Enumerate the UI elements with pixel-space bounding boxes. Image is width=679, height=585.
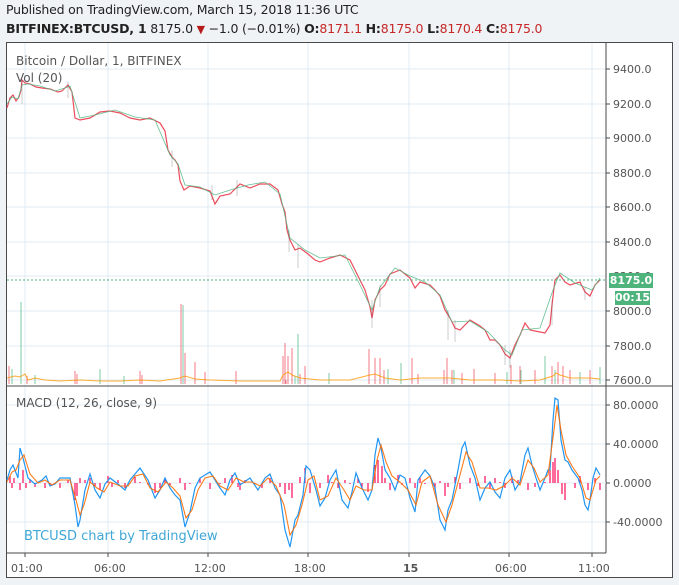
main-pane-title: Bitcoin / Dollar, 1, BITFINEX	[16, 54, 182, 68]
high-label: H:	[365, 21, 381, 36]
svg-text:9200.0: 9200.0	[613, 98, 652, 111]
current-price-tag: 8175.0	[609, 273, 653, 288]
watermark-link[interactable]: BTCUSD chart by TradingView	[24, 529, 218, 544]
published-line: Published on TradingView.com, March 15, …	[6, 2, 359, 17]
svg-text:0.0000: 0.0000	[613, 477, 652, 490]
volume-legend: Vol (20)	[16, 71, 63, 85]
svg-text:8800.0: 8800.0	[613, 167, 652, 180]
volume-ma-line	[6, 371, 601, 382]
price-change: −1.0 (−0.01%)	[208, 21, 301, 36]
svg-text:15: 15	[403, 562, 418, 575]
svg-text:7600.0: 7600.0	[613, 374, 652, 387]
last-price: 8175.0	[150, 21, 193, 36]
down-triangle-icon: ▼	[196, 23, 205, 36]
signal-line	[6, 404, 601, 537]
close-value: 8175.0	[499, 21, 543, 36]
svg-text:11:00: 11:00	[578, 562, 610, 575]
macd-line	[6, 396, 601, 548]
macd-legend: MACD (12, 26, close, 9)	[16, 396, 158, 410]
candlestick-series	[6, 78, 601, 368]
open-value: 8171.1	[319, 21, 362, 36]
svg-text:-40.0000: -40.0000	[613, 516, 662, 529]
svg-text:8600.0: 8600.0	[613, 201, 652, 214]
close-label: C:	[485, 21, 500, 36]
low-label: L:	[427, 21, 440, 36]
svg-text:01:00: 01:00	[11, 562, 43, 575]
symbol-label: BITFINEX:BTCUSD, 1	[6, 21, 147, 36]
low-value: 8170.4	[439, 21, 483, 36]
svg-text:9400.0: 9400.0	[613, 63, 652, 76]
svg-text:40.0000: 40.0000	[613, 438, 659, 451]
volume-bars	[8, 302, 601, 384]
svg-text:12:00: 12:00	[194, 562, 226, 575]
open-label: O:	[304, 21, 320, 36]
bar-countdown-tag: 00:15	[615, 291, 651, 305]
symbol-info-line: BITFINEX:BTCUSD, 1 8175.0 ▼ −1.0 (−0.01%…	[6, 21, 542, 36]
svg-text:9000.0: 9000.0	[613, 132, 652, 145]
svg-text:06:00: 06:00	[495, 562, 527, 575]
svg-text:8000.0: 8000.0	[613, 305, 652, 318]
high-value: 8175.0	[380, 21, 424, 36]
svg-text:8400.0: 8400.0	[613, 236, 652, 249]
svg-text:18:00: 18:00	[294, 562, 326, 575]
svg-text:80.0000: 80.0000	[613, 399, 659, 412]
svg-text:7800.0: 7800.0	[613, 340, 652, 353]
time-axis[interactable]: 01:00 06:00 12:00 18:00 15 06:00 11:00	[11, 553, 610, 575]
price-grid	[7, 43, 606, 553]
svg-text:06:00: 06:00	[94, 562, 126, 575]
